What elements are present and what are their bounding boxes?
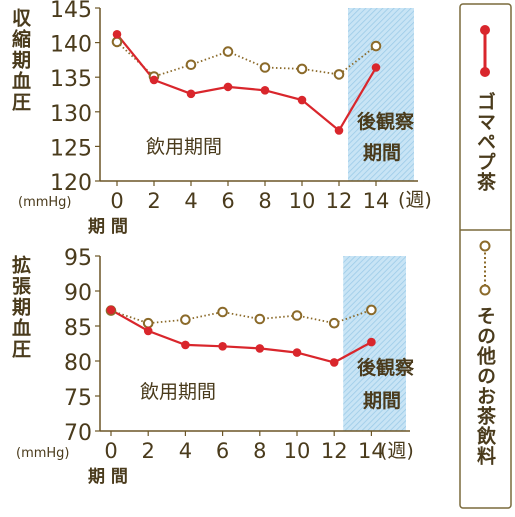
x-tick-label: 0 [104,439,117,463]
observation-label-1: 後観察 [357,356,415,379]
observation-label-1: 後観察 [357,110,415,133]
x-tick-label: 2 [142,439,155,463]
axes [95,7,418,186]
legend-other-label: その他のお茶飲料 [474,306,497,466]
systolic-chart: 145 140 135 130 125 120 0 2 4 6 8 10 12 14 収縮期血圧 (mm… [9,0,432,237]
legend-other-marker [479,240,491,296]
y-tick-label: 140 [50,33,92,58]
legend: ゴマペプ茶 その他のお茶飲料 [459,3,512,509]
x-tick-label: 12 [321,439,348,463]
x-tick-label: 10 [284,439,311,463]
point-sesame [297,95,307,105]
point-other [217,306,228,318]
axes [95,255,410,436]
point-sesame [186,89,196,99]
y-unit-label: (mmHg) [16,446,70,461]
point-other [333,69,345,80]
point-sesame [371,63,381,72]
legend-sesame-dot-top [480,25,490,35]
x-tick-labels: 0 2 4 6 8 10 12 14 [110,189,389,213]
x-tick-label: 12 [326,189,353,213]
observation-label-2: 期間 [363,142,401,164]
y-tick-label: 145 [50,0,92,23]
y-axis-title-2: 拡張期血圧 [9,254,31,360]
legend-box [459,3,512,509]
y-tick-label: 70 [64,421,92,446]
x-tick-label: 6 [216,439,229,463]
series-points [105,304,377,367]
y-tick-label: 120 [50,171,92,196]
drinking-period-label: 飲用期間 [146,136,222,158]
legend-sesame-marker [480,25,490,77]
y-tick-label: 130 [50,102,92,127]
y-tick-label: 90 [64,281,92,306]
y-tick-label: 135 [50,67,92,92]
legend-sesame-dot-bottom [480,67,490,77]
drinking-period-label: 飲用期間 [140,381,216,403]
x-tick-label: 2 [147,189,160,213]
x-tick-label: 6 [221,189,234,213]
y-tick-label: 80 [64,351,92,376]
point-sesame [149,75,159,85]
point-other [111,36,123,48]
point-sesame [112,29,122,39]
point-sesame [367,337,376,347]
series-lines [110,308,372,364]
legend-other-dot-bottom [479,284,491,296]
series-lines [116,33,377,133]
y-tick-labels: 145 140 135 130 125 120 [50,0,92,196]
point-sesame [143,326,153,336]
point-sesame [334,126,344,135]
point-other [185,59,197,71]
point-sesame [223,82,233,92]
point-other [259,62,271,73]
x-tick-label: 14 [363,189,390,213]
point-sesame [106,305,116,315]
y-tick-labels: 95 90 85 80 75 70 [64,246,92,446]
x-suffix-label: (週) [398,189,432,211]
point-other [142,317,154,329]
x-tick-label: 4 [184,189,197,213]
point-other [370,40,382,52]
point-sesame [218,342,227,351]
point-sesame [329,358,339,367]
series-line-sesame [110,308,372,364]
point-sesame [292,348,302,357]
point-other [222,46,234,57]
y-tick-label: 125 [50,136,92,161]
y-axis-title-1: 収縮期血圧 [9,8,31,113]
point-other [366,304,377,316]
series-line-other [116,41,377,78]
x-tick-label: 0 [110,189,123,213]
point-other [296,63,308,75]
x-tick-label: 10 [289,189,316,213]
y-tick-label: 95 [64,246,92,271]
x-axis-title: 期 間 [88,467,128,487]
point-sesame [255,344,265,353]
diastolic-chart: 95 90 85 80 75 70 0 2 4 6 8 10 12 14 拡張期血圧 (mmHg) 期 … [9,246,415,487]
x-tick-labels: 0 2 4 6 8 10 12 14 [104,439,384,463]
observation-label-2: 期間 [363,390,401,412]
x-tick-label: 4 [179,439,192,463]
series-points [111,29,382,135]
point-sesame [181,340,190,350]
x-tick-label: 14 [358,439,385,463]
x-axis-title: 期 間 [88,217,128,237]
point-other [180,314,191,326]
x-tick-label: 8 [253,439,266,463]
y-tick-label: 85 [64,316,92,341]
series-line-sesame [116,33,377,133]
legend-sesame-label: ゴマペプ茶 [474,91,496,192]
y-unit-label: (mmHg) [18,195,72,210]
point-other [328,317,340,329]
legend-other-dot-top [479,240,491,252]
point-other [254,313,266,325]
y-tick-label: 75 [64,386,92,411]
x-suffix-label: (週) [380,440,414,462]
point-other [291,310,303,321]
point-sesame [260,86,270,95]
x-tick-label: 8 [258,189,271,213]
